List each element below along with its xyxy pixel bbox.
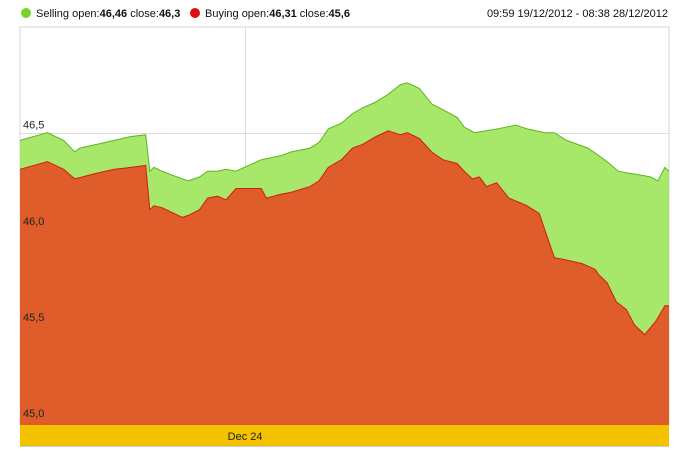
selling-line	[19, 82, 670, 182]
legend-item-selling[interactable]: Selling open:46,46 close:46,3	[21, 8, 180, 21]
selling-prefix: Selling open:	[36, 8, 100, 20]
buying-close-value: 45,6	[328, 8, 350, 20]
selling-dot-icon	[21, 8, 31, 18]
y-tick-label: 46,5	[23, 120, 44, 132]
buying-close-label: close:	[296, 8, 329, 20]
selling-open-value: 46,46	[99, 8, 128, 20]
selling-close-label: close:	[127, 8, 159, 20]
date-range: 09:59 19/12/2012 - 08:38 28/12/2012	[486, 8, 668, 20]
y-tick-label: 46,0	[23, 216, 44, 228]
legend-item-buying[interactable]: Buying open:46,31 close:45,6	[190, 8, 350, 21]
buying-line	[19, 130, 669, 336]
buying-prefix: Buying open:	[205, 8, 270, 20]
legend: Selling open:46,46 close:46,3 Buying ope…	[0, 0, 693, 26]
y-tick-label: 45,0	[23, 408, 44, 420]
timeline-bar[interactable]	[20, 425, 669, 446]
buying-open-value: 46,31	[269, 8, 297, 20]
buying-dot-icon	[190, 8, 200, 18]
y-tick-label: 45,5	[23, 312, 44, 324]
selling-close-value: 46,3	[158, 8, 181, 20]
x-marker-label: Dec 24	[228, 431, 263, 443]
buying-area[interactable]	[20, 130, 669, 426]
